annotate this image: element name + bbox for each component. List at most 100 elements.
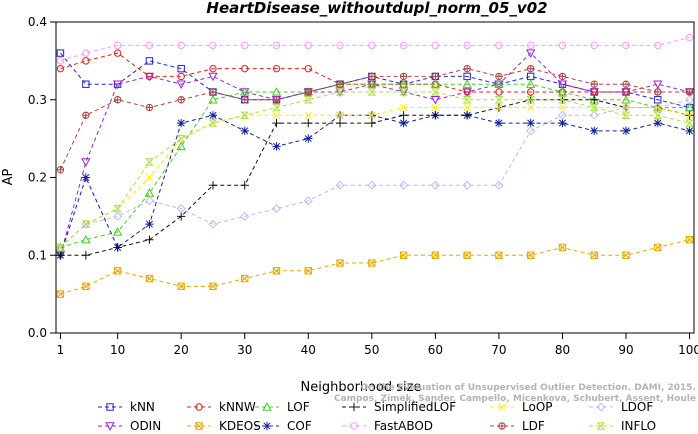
data-point-lof-70 [494, 79, 504, 88]
data-point-cof-100 [685, 126, 694, 136]
data-point-lof-25 [208, 94, 218, 104]
legend-marker-lof [262, 402, 272, 411]
data-point-simplifiedlof-20 [176, 212, 186, 221]
data-point-inflo-45 [335, 88, 345, 96]
data-point-knnw-70 [495, 88, 503, 96]
data-point-ldf-65 [463, 65, 471, 73]
data-point-loop-45 [336, 111, 344, 119]
legend-item-loop: LoOP [490, 400, 553, 414]
legend-label-cof: COF [287, 419, 312, 433]
data-point-fastabod-55 [399, 41, 408, 50]
data-point-kdeos-70 [495, 251, 503, 259]
data-point-kdeos-55 [399, 251, 408, 259]
data-point-cof-85 [590, 126, 599, 136]
data-point-lof-55 [398, 79, 409, 88]
data-point-inflo-95 [653, 111, 663, 119]
data-point-fastabod-75 [526, 41, 535, 50]
data-point-ldf-55 [399, 72, 408, 81]
legend-marker-simplifiedlof [349, 402, 359, 412]
data-point-kdeos-10 [113, 267, 122, 275]
data-point-ldof-30 [240, 211, 250, 221]
data-point-simplifiedlof-10 [113, 243, 122, 252]
series-line-ldof [60, 99, 690, 248]
data-point-simplifiedlof-50 [367, 118, 377, 128]
x-tick-label: 20 [174, 343, 189, 357]
data-point-cof-75 [526, 118, 535, 128]
legend-item-fastabod: FastABOD [342, 419, 433, 433]
data-point-simplifiedlof-40 [304, 118, 313, 128]
legend-label-lof: LOF [287, 400, 310, 414]
legend-marker-inflo [596, 422, 606, 430]
data-point-cof-90 [621, 126, 631, 136]
legend-marker-kdeos [195, 422, 203, 430]
data-point-knn-75 [526, 72, 535, 81]
data-point-lof-80 [557, 87, 568, 96]
data-point-cof-15 [145, 219, 154, 229]
data-point-lof-5 [81, 234, 91, 244]
data-point-kdeos-90 [622, 251, 630, 259]
data-point-lof-20 [176, 141, 186, 151]
data-point-ldof-25 [208, 219, 218, 229]
data-point-knn-15 [145, 57, 154, 65]
data-point-ldof-70 [494, 180, 504, 190]
data-point-fastabod-35 [272, 41, 281, 50]
data-point-inflo-50 [367, 88, 377, 96]
y-axis-label: AP [1, 168, 16, 185]
legend-item-odin: ODIN [98, 419, 161, 433]
data-point-kdeos-100 [685, 236, 694, 244]
data-point-kdeos-80 [558, 243, 567, 252]
data-point-fastabod-90 [622, 41, 630, 50]
x-tick-label: 1 [57, 343, 65, 357]
data-point-knnw-40 [304, 64, 312, 73]
data-point-cof-70 [494, 118, 504, 128]
data-point-lof-100 [684, 102, 695, 112]
data-point-kdeos-25 [209, 282, 217, 291]
data-point-lof-35 [271, 87, 282, 96]
y-axis: 0.0 0.1 0.2 0.3 0.4 [28, 15, 56, 340]
data-point-simplifiedlof-45 [335, 118, 345, 128]
data-point-odin-10 [112, 80, 123, 90]
data-point-fastabod-25 [209, 41, 217, 50]
x-tick-label: 90 [618, 343, 633, 357]
citation-watermark: On the Evaluation of Unsupervised Outlie… [334, 383, 696, 404]
legend-marker-knnw [195, 403, 203, 411]
data-point-fastabod-45 [336, 41, 344, 50]
y-tick-label: 0.2 [28, 171, 47, 185]
data-point-lof-75 [526, 79, 536, 88]
legend: kNN ODIN kNNW KDEOS LOF COF SimplifiedLOF FastA… [98, 400, 656, 433]
data-point-inflo-65 [462, 96, 472, 104]
legend-marker-odin [105, 422, 115, 431]
series-line-kdeos [60, 239, 690, 295]
series-line-knnw [60, 52, 690, 93]
data-point-cof-5 [81, 173, 91, 182]
data-point-kdeos-1 [56, 290, 65, 298]
data-point-fastabod-5 [82, 49, 90, 57]
data-point-loop-55 [400, 103, 408, 112]
data-point-knnw-30 [241, 64, 249, 73]
data-point-ldf-25 [209, 88, 217, 96]
data-point-fastabod-10 [113, 41, 122, 50]
data-point-ldof-55 [399, 180, 409, 190]
series-line-fastabod [60, 37, 690, 62]
data-point-inflo-85 [589, 103, 599, 112]
series-odin [55, 49, 695, 261]
data-point-ldf-35 [272, 96, 281, 104]
y-tick-label: 0.3 [28, 93, 47, 107]
data-point-odin-75 [526, 49, 536, 58]
legend-label-loop: LoOP [522, 400, 553, 414]
data-point-fastabod-80 [558, 41, 567, 50]
data-point-cof-25 [208, 111, 218, 120]
data-point-lof-10 [112, 227, 123, 236]
data-point-simplifiedlof-55 [399, 111, 408, 120]
data-point-ldof-45 [335, 180, 345, 190]
x-tick-label: 30 [237, 343, 252, 357]
plot-area [55, 33, 695, 298]
data-point-kdeos-15 [145, 274, 154, 283]
data-point-ldf-85 [590, 80, 598, 88]
legend-marker-ldof [596, 402, 606, 412]
legend-label-ldof: LDOF [621, 400, 653, 414]
data-point-simplifiedlof-85 [590, 95, 599, 104]
data-point-inflo-10 [113, 204, 123, 213]
data-point-ldof-80 [557, 110, 567, 120]
